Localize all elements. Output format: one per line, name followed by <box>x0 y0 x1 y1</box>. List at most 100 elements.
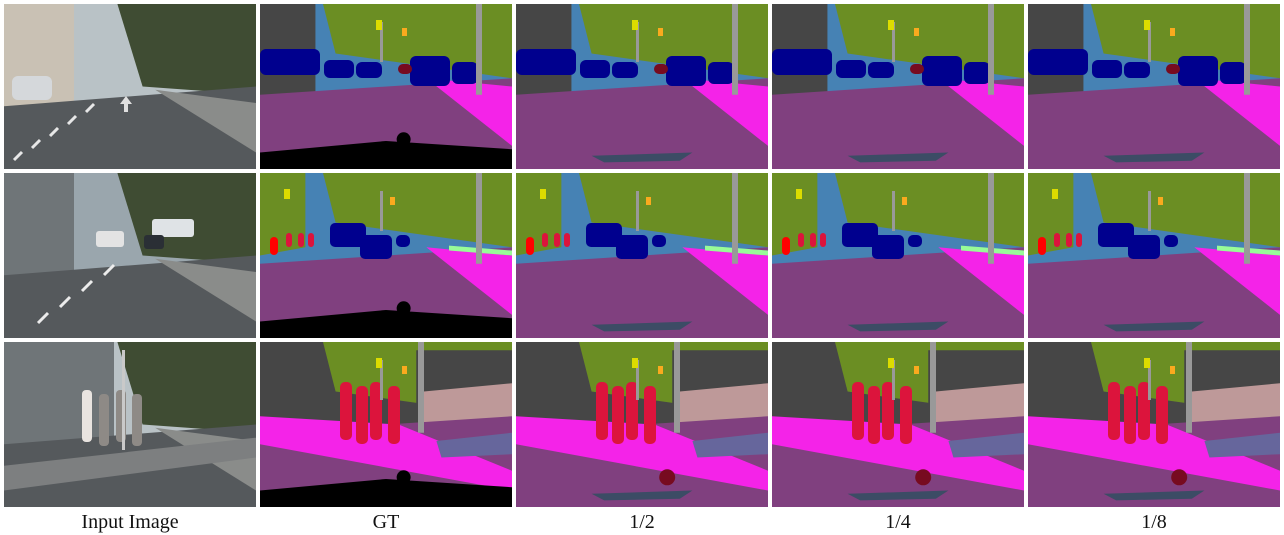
road-segment <box>516 78 768 169</box>
person-segment <box>1054 233 1060 247</box>
car-segment <box>652 235 666 247</box>
rider-segment <box>526 237 534 255</box>
car-segment <box>260 49 320 75</box>
car-segment <box>330 223 366 247</box>
tile-row2-pred-quarter <box>772 173 1024 338</box>
car-segment <box>580 60 610 78</box>
pole-segment <box>418 342 424 433</box>
road-segment <box>516 247 768 338</box>
rider-segment <box>1038 237 1046 255</box>
traffic-sign-segment <box>888 20 894 30</box>
car-segment <box>360 235 392 259</box>
bus <box>152 219 194 237</box>
person-segment <box>882 382 894 440</box>
pole-segment <box>636 22 639 62</box>
segmentation-map <box>1028 173 1280 338</box>
pole <box>122 350 125 450</box>
segmentation-map <box>260 342 512 507</box>
car-segment <box>772 49 832 75</box>
building-segment <box>772 342 828 441</box>
bicycle-segment <box>398 64 412 74</box>
segmentation-map <box>772 173 1024 338</box>
traffic-light-segment <box>1170 28 1175 36</box>
vegetation-segment <box>579 173 768 248</box>
traffic-sign-segment <box>796 189 802 199</box>
person-segment <box>810 233 816 247</box>
column-label-eighth: 1/8 <box>1141 511 1167 533</box>
column-label-gt: GT <box>372 511 400 533</box>
car-segment <box>452 62 478 84</box>
tile-row3-input-image <box>4 342 256 507</box>
person-segment <box>370 382 382 440</box>
car-segment <box>868 62 894 78</box>
vegetation-segment <box>516 173 562 256</box>
vegetation-segment <box>323 4 512 79</box>
segmentation-map <box>516 4 768 169</box>
pedestrian <box>82 390 92 442</box>
road-segment <box>772 78 1024 169</box>
person-segment <box>1138 382 1150 440</box>
car-segment <box>836 60 866 78</box>
lane-marking <box>66 114 78 126</box>
pole-segment <box>1148 22 1151 62</box>
segmentation-map <box>1028 4 1280 169</box>
tile-row1-pred-half <box>516 4 768 169</box>
street-photo <box>4 4 256 169</box>
car-segment <box>1124 62 1150 78</box>
pole-segment <box>674 342 680 433</box>
traffic-light-segment <box>402 28 407 36</box>
car <box>144 235 164 249</box>
car-segment <box>908 235 922 247</box>
pedestrian <box>132 394 142 446</box>
traffic-sign-segment <box>632 20 638 30</box>
person-segment <box>626 382 638 440</box>
bicycle-segment <box>1171 469 1188 486</box>
column-label-quarter: 1/4 <box>885 511 911 533</box>
person-segment <box>308 233 314 247</box>
traffic-light-segment <box>390 197 395 205</box>
vegetation-segment <box>835 4 1024 79</box>
segmentation-map <box>772 4 1024 169</box>
segmentation-map <box>260 173 512 338</box>
pole-segment <box>892 22 895 62</box>
wall-segment <box>948 432 1024 458</box>
pole-segment <box>380 22 383 62</box>
tile-row2-pred-eighth <box>1028 173 1280 338</box>
tile-row2-pred-half <box>516 173 768 338</box>
lane-marking <box>80 279 94 293</box>
pedestrian <box>99 394 109 446</box>
tile-row1-gt <box>260 4 512 169</box>
person-segment <box>596 382 608 440</box>
void-segment <box>396 470 411 485</box>
vegetation-segment <box>260 173 306 256</box>
noise-segment <box>847 321 949 332</box>
car-segment <box>1092 60 1122 78</box>
vegetation-segment <box>323 173 512 248</box>
parked-car <box>12 76 52 100</box>
traffic-light-segment <box>402 366 407 374</box>
pole-segment <box>476 173 482 264</box>
vegetation-segment <box>835 173 1024 248</box>
person-segment <box>820 233 826 247</box>
car-segment <box>1128 235 1160 259</box>
tile-row3-gt <box>260 342 512 507</box>
traffic-sign-segment <box>1052 189 1058 199</box>
person-segment <box>1108 382 1120 440</box>
noise-segment <box>847 152 949 163</box>
noise-segment <box>1103 490 1205 501</box>
pole-segment <box>1244 173 1250 264</box>
traffic-light-segment <box>902 197 907 205</box>
wall-segment <box>436 432 512 458</box>
noise-segment <box>591 152 693 163</box>
person-segment <box>900 386 912 444</box>
pole-segment <box>1244 4 1250 95</box>
traffic-sign-segment <box>1144 358 1150 368</box>
pole-segment <box>1148 191 1151 231</box>
traffic-sign-segment <box>284 189 290 199</box>
person-segment <box>644 386 656 444</box>
wall-segment <box>1204 432 1280 458</box>
pole-segment <box>380 191 383 231</box>
car-segment <box>666 56 706 86</box>
car-segment <box>356 62 382 78</box>
pole-segment <box>636 191 639 231</box>
